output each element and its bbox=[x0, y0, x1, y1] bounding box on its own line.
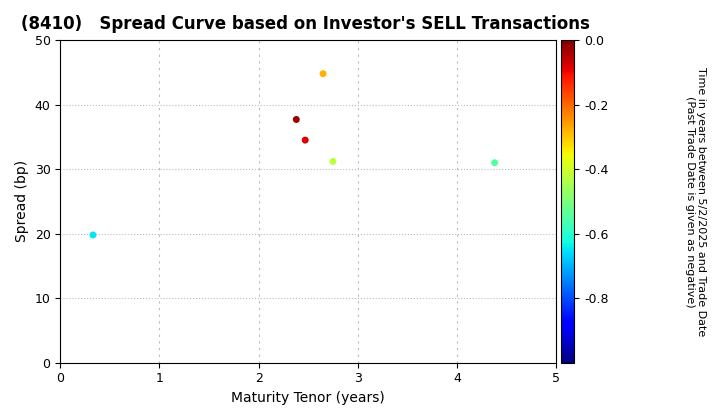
Point bbox=[300, 137, 311, 144]
Point bbox=[489, 159, 500, 166]
Y-axis label: Time in years between 5/2/2025 and Trade Date
(Past Trade Date is given as negat: Time in years between 5/2/2025 and Trade… bbox=[685, 67, 706, 336]
Point bbox=[318, 70, 329, 77]
Y-axis label: Spread (bp): Spread (bp) bbox=[15, 160, 29, 242]
Point bbox=[87, 231, 99, 238]
Point bbox=[327, 158, 338, 165]
X-axis label: Maturity Tenor (years): Maturity Tenor (years) bbox=[231, 391, 385, 405]
Point bbox=[290, 116, 302, 123]
Text: (8410)   Spread Curve based on Investor's SELL Transactions: (8410) Spread Curve based on Investor's … bbox=[21, 15, 590, 33]
